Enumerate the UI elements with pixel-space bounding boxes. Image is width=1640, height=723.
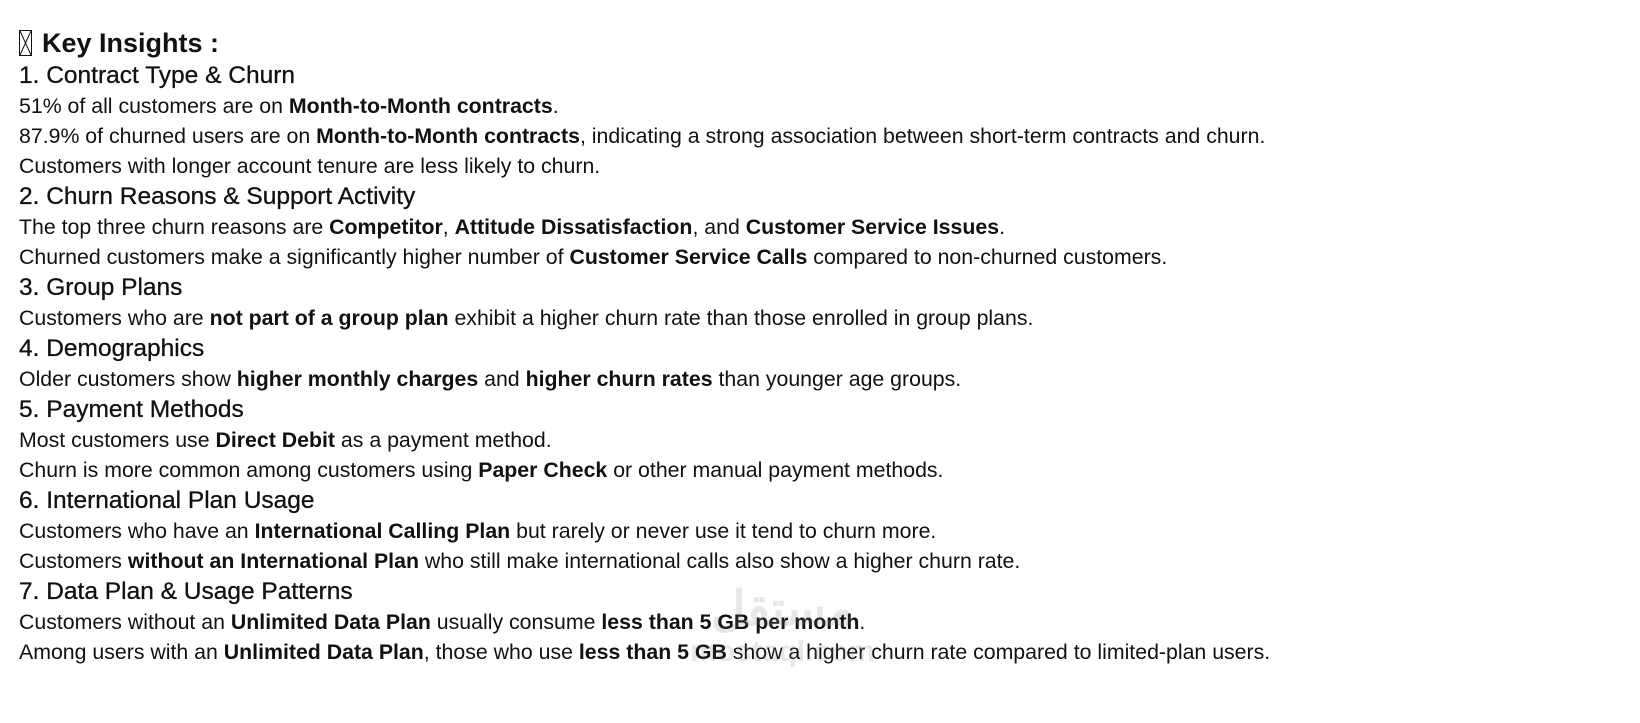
text: , and xyxy=(692,215,746,239)
insight-line: Most customers use Direct Debit as a pay… xyxy=(19,425,1270,455)
text: Churned customers make a significantly h… xyxy=(19,245,570,269)
text: than younger age groups. xyxy=(712,367,962,391)
text: Customers without an xyxy=(19,610,231,634)
bold-text: higher monthly charges xyxy=(236,367,479,391)
text: . xyxy=(859,610,866,634)
text: , indicating a strong association betwee… xyxy=(579,124,1266,148)
page-title: Key Insights : xyxy=(19,26,1270,60)
bold-text: higher churn rates xyxy=(525,367,713,391)
insight-line: Among users with an Unlimited Data Plan,… xyxy=(19,637,1270,667)
sections-container: 1. Contract Type & Churn 51% of all custo… xyxy=(19,60,1270,667)
bold-text: Paper Check xyxy=(478,458,608,482)
section-heading: 4. Demographics xyxy=(19,335,205,362)
insight-line: Customers without an International Plan … xyxy=(19,546,1270,576)
missing-glyph-icon xyxy=(19,30,32,56)
text: The top three churn reasons are xyxy=(19,215,330,239)
insight-line: 51% of all customers are on Month-to-Mon… xyxy=(19,91,1270,121)
bold-text: Unlimited Data Plan xyxy=(223,640,424,664)
bold-text: less than 5 GB per month xyxy=(601,610,860,634)
insight-line: Customers with longer account tenure are… xyxy=(19,151,1270,181)
text: . xyxy=(552,94,559,118)
insight-line: Customers who have an International Call… xyxy=(19,516,1270,546)
text: Customers with longer account tenure are… xyxy=(19,154,601,178)
insight-line: Older customers show higher monthly char… xyxy=(19,364,1270,394)
bold-text: Customer Service Calls xyxy=(569,245,808,269)
bold-text: Unlimited Data Plan xyxy=(230,610,431,634)
bold-text: without an International Plan xyxy=(127,549,419,573)
bold-text: International Calling Plan xyxy=(254,519,511,543)
text: 51% of all customers are on xyxy=(19,94,289,118)
text: Churn is more common among customers usi… xyxy=(19,458,479,482)
text: compared to non-churned customers. xyxy=(807,245,1168,269)
text: . xyxy=(999,215,1005,239)
section-heading: 5. Payment Methods xyxy=(19,396,244,423)
text: Customers xyxy=(19,549,128,573)
text: 87.9% of churned users are on xyxy=(19,124,317,148)
section-heading: 7. Data Plan & Usage Patterns xyxy=(19,578,353,605)
insight-line: Customers without an Unlimited Data Plan… xyxy=(19,607,1270,637)
insight-line: The top three churn reasons are Competit… xyxy=(19,212,1270,242)
section-heading: 3. Group Plans xyxy=(19,274,183,301)
section-heading: 1. Contract Type & Churn xyxy=(19,62,295,89)
text: Customers who have an xyxy=(19,519,255,543)
text: Among users with an xyxy=(19,640,224,664)
insights-document: Key Insights : 1. Contract Type & Churn 5… xyxy=(19,26,1270,667)
section-heading: 6. International Plan Usage xyxy=(19,487,315,514)
text: who still make international calls also … xyxy=(418,549,1021,573)
bold-text: Direct Debit xyxy=(215,428,335,452)
insight-line: Churn is more common among customers usi… xyxy=(19,455,1270,485)
insight-line: Customers who are not part of a group pl… xyxy=(19,303,1270,333)
bold-text: not part of a group plan xyxy=(209,306,449,330)
text: , those who use xyxy=(423,640,579,664)
section-heading: 2. Churn Reasons & Support Activity xyxy=(19,183,416,210)
bold-text: Attitude Dissatisfaction xyxy=(454,215,693,239)
text: Customers who are xyxy=(19,306,210,330)
text: usually consume xyxy=(430,610,602,634)
text: but rarely or never use it tend to churn… xyxy=(510,519,937,543)
text: , xyxy=(442,215,455,239)
bold-text: less than 5 GB xyxy=(578,640,727,664)
bold-text: Customer Service Issues xyxy=(745,215,1000,239)
bold-text: Month-to-Month contracts xyxy=(316,124,580,148)
text: Older customers show xyxy=(19,367,237,391)
text: or other manual payment methods. xyxy=(607,458,944,482)
title-text: Key Insights : xyxy=(42,28,220,58)
insight-line: 87.9% of churned users are on Month-to-M… xyxy=(19,121,1270,151)
text: as a payment method. xyxy=(335,428,552,452)
bold-text: Competitor xyxy=(329,215,443,239)
text: show a higher churn rate compared to lim… xyxy=(726,640,1271,664)
text: exhibit a higher churn rate than those e… xyxy=(448,306,1034,330)
insight-line: Churned customers make a significantly h… xyxy=(19,242,1270,272)
text: Most customers use xyxy=(19,428,216,452)
text: and xyxy=(478,367,526,391)
bold-text: Month-to-Month contracts xyxy=(288,94,553,118)
